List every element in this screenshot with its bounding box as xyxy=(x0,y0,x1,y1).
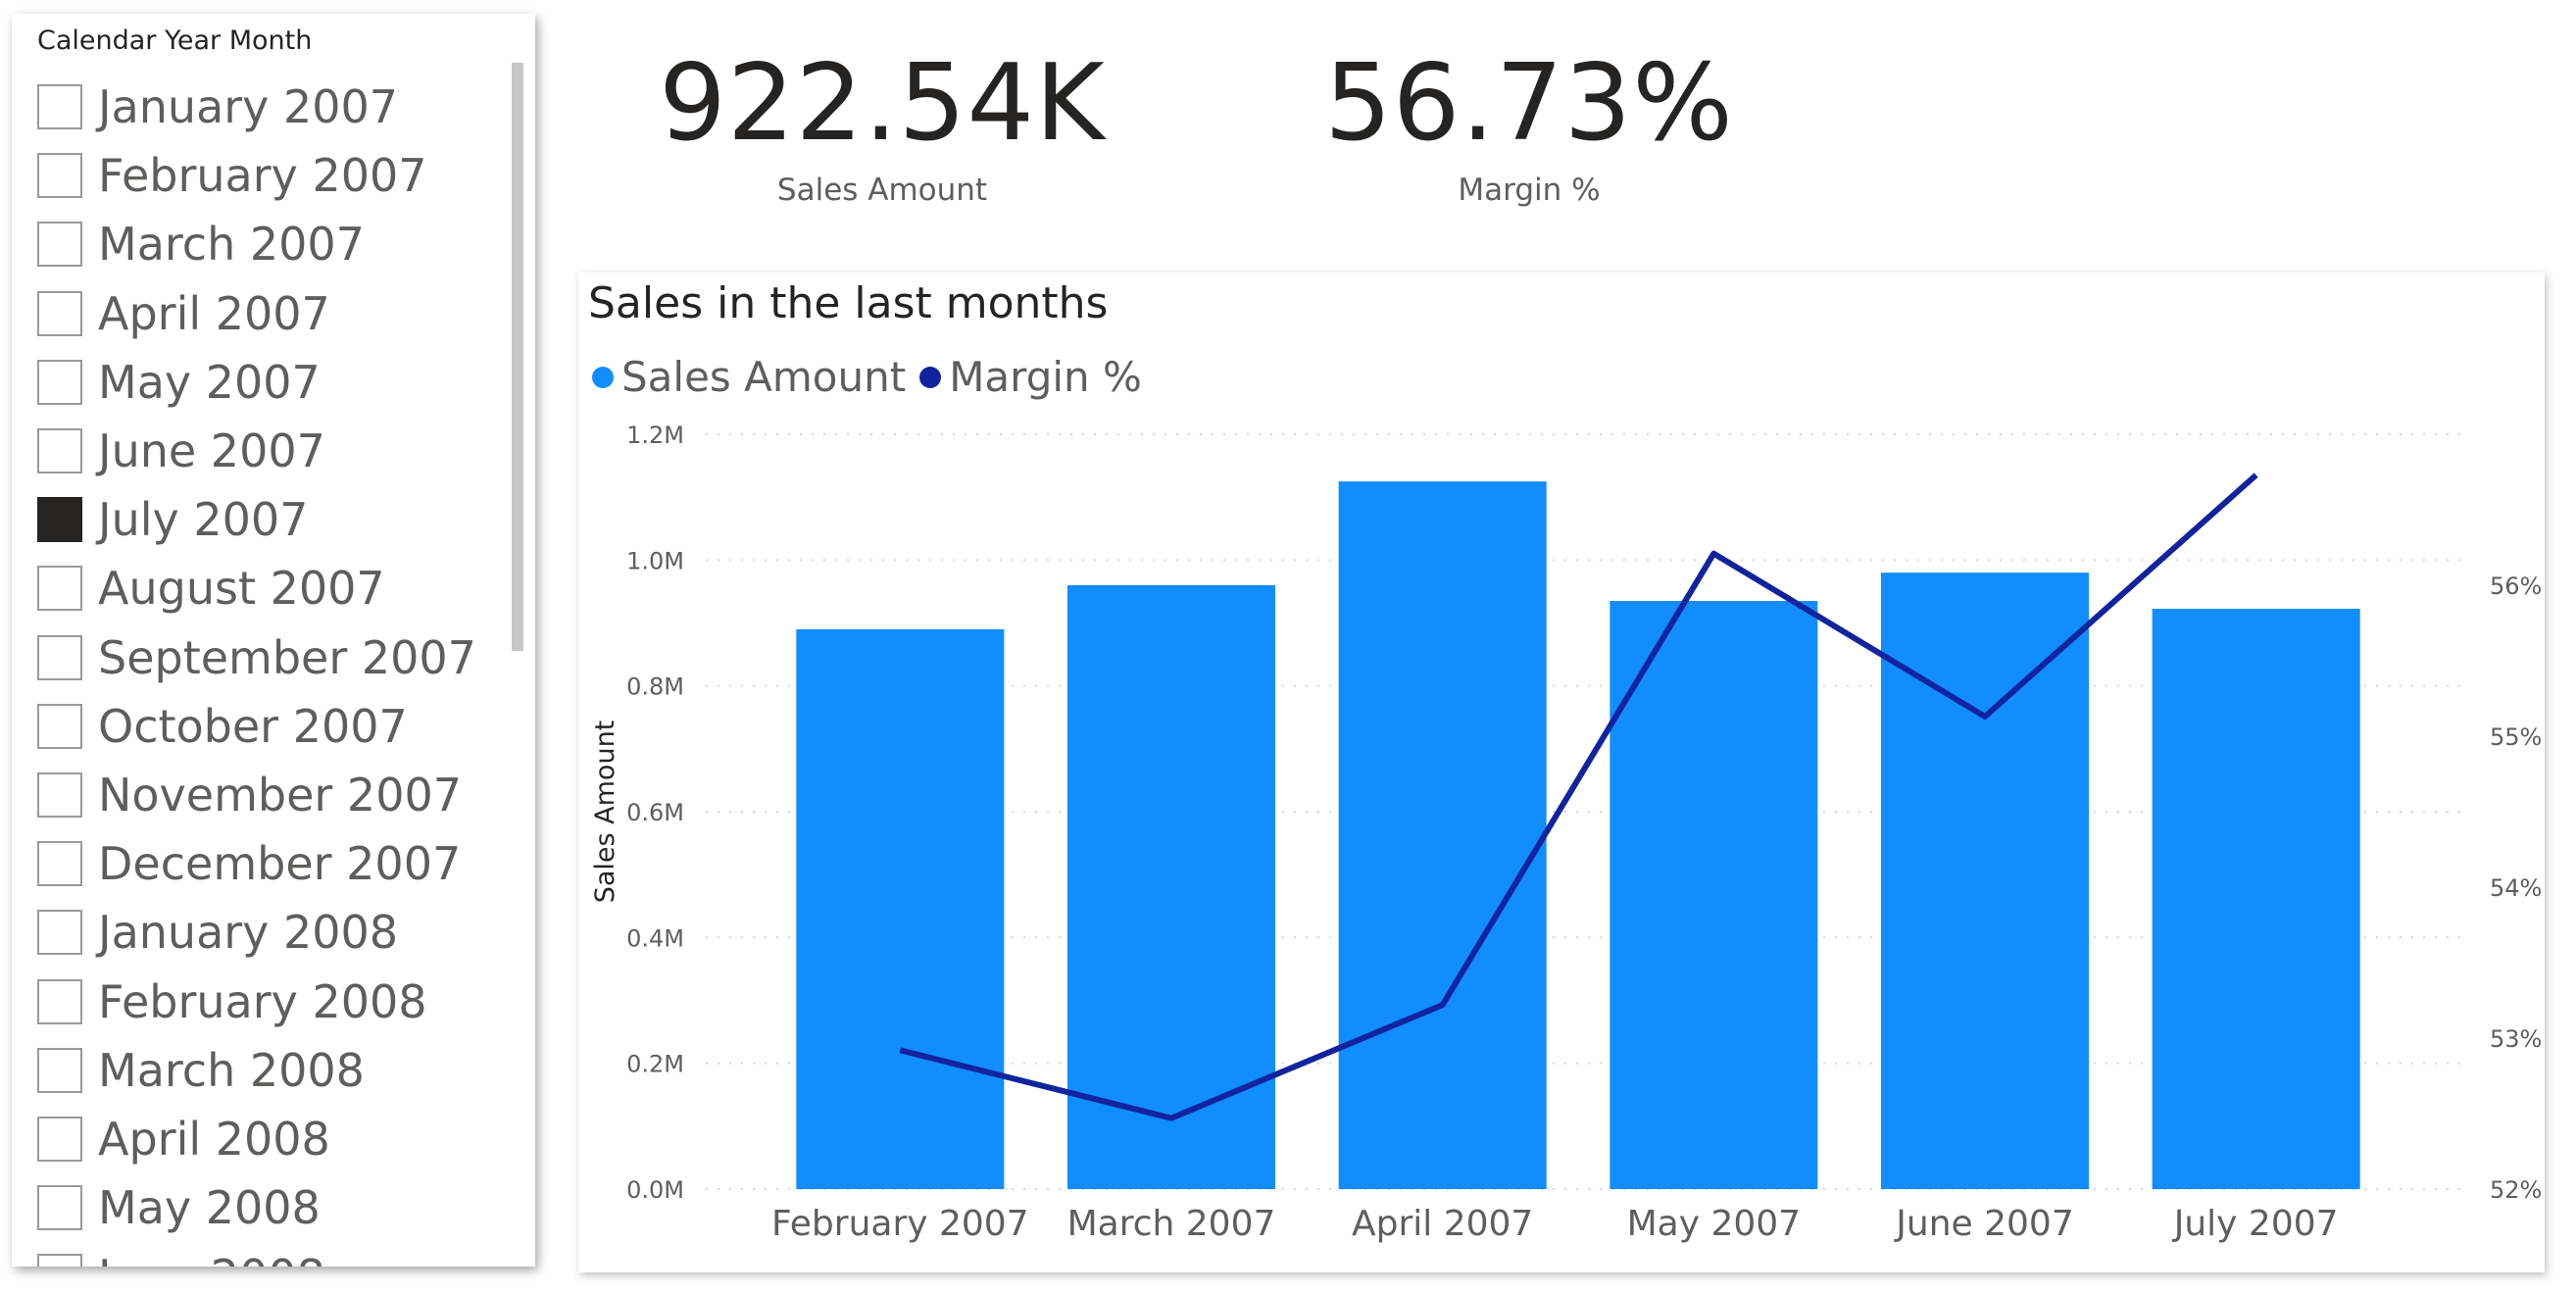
slicer-item[interactable]: May 2007 xyxy=(37,348,508,417)
y-tick-label: 0.4M xyxy=(626,924,684,952)
slicer-checkbox[interactable] xyxy=(37,1116,82,1162)
chart-canvas: 0.0M 0.2M 0.4M 0.6M 0.8M 1.0M 1.2M 52% 53% 54% 55%… xyxy=(590,422,2542,1244)
slicer-item[interactable]: April 2007 xyxy=(37,279,508,348)
y-tick-label: 0.2M xyxy=(626,1051,684,1078)
slicer-item-label: May 2007 xyxy=(98,355,321,409)
slicer-item-label: February 2007 xyxy=(98,149,427,203)
slicer-checkbox[interactable] xyxy=(37,359,82,405)
bar-sales-amount xyxy=(1338,481,1547,1189)
slicer-scrollbar[interactable] xyxy=(512,63,523,651)
slicer-checkbox[interactable] xyxy=(37,153,82,199)
slicer-item-label: October 2007 xyxy=(98,699,408,753)
slicer-item-label: March 2008 xyxy=(98,1043,365,1097)
legend-item-sales[interactable]: Sales Amount xyxy=(592,353,906,401)
slicer-item-label: May 2008 xyxy=(98,1181,321,1235)
y-tick-label: 1.0M xyxy=(626,547,684,574)
sales-amount-label: Sales Amount xyxy=(776,173,988,208)
sales-chart: 0.0M 0.2M 0.4M 0.6M 0.8M 1.0M 1.2M 52% 53% 54% 55%… xyxy=(578,273,2545,1272)
sales-amount-value: 922.54K xyxy=(659,42,1106,165)
x-tick-label: June 2007 xyxy=(1894,1204,2073,1244)
slicer-item-label: January 2007 xyxy=(98,80,399,134)
slicer-checkbox[interactable] xyxy=(37,290,82,336)
month-slicer: Calendar Year Month January 2007 February… xyxy=(12,14,535,1267)
slicer-checkbox[interactable] xyxy=(37,1047,82,1093)
chart-title: Sales in the last months xyxy=(588,278,1109,328)
slicer-item-label: December 2007 xyxy=(98,837,462,891)
margin-card: 56.73% Margin % xyxy=(1284,42,1774,209)
slicer-item[interactable]: September 2007 xyxy=(37,623,508,692)
bar-sales-amount xyxy=(1610,601,1818,1189)
slicer-item-label: July 2007 xyxy=(98,493,309,547)
slicer-item[interactable]: June 2007 xyxy=(37,417,508,485)
y-tick-label: 0.8M xyxy=(626,673,684,701)
legend-sales-dot xyxy=(592,366,614,388)
slicer-item-label: September 2007 xyxy=(98,630,476,684)
legend-sales-label: Sales Amount xyxy=(621,353,907,401)
slicer-item[interactable]: June 2008 xyxy=(37,1242,508,1267)
slicer-item[interactable]: January 2008 xyxy=(37,898,508,967)
slicer-checkbox[interactable] xyxy=(37,497,82,543)
slicer-item[interactable]: July 2007 xyxy=(37,485,508,554)
slicer-checkbox[interactable] xyxy=(37,84,82,130)
slicer-item[interactable]: March 2007 xyxy=(37,210,508,278)
slicer-checkbox[interactable] xyxy=(37,566,82,612)
slicer-item-label: April 2008 xyxy=(98,1112,330,1166)
bar-sales-amount xyxy=(2152,609,2360,1189)
legend-margin-label: Margin % xyxy=(949,353,1142,401)
slicer-title: Calendar Year Month xyxy=(37,25,313,56)
y-axis-label: Sales Amount xyxy=(590,721,620,904)
legend-item-margin[interactable]: Margin % xyxy=(919,353,1142,401)
slicer-item-label: February 2008 xyxy=(98,974,427,1028)
slicer-list: January 2007 February 2007 March 2007 April… xyxy=(37,73,508,1267)
slicer-checkbox[interactable] xyxy=(37,841,82,887)
slicer-checkbox[interactable] xyxy=(37,1185,82,1231)
bar-sales-amount xyxy=(796,628,1005,1189)
margin-label: Margin % xyxy=(1458,173,1601,208)
slicer-item[interactable]: April 2008 xyxy=(37,1105,508,1173)
y-tick-label: 0.0M xyxy=(626,1176,684,1204)
slicer-item[interactable]: October 2007 xyxy=(37,692,508,761)
slicer-checkbox[interactable] xyxy=(37,1254,82,1267)
x-tick-label: July 2007 xyxy=(2172,1204,2339,1244)
x-tick-label: February 2007 xyxy=(771,1204,1029,1244)
y2-tick-label: 53% xyxy=(2490,1025,2542,1053)
slicer-checkbox[interactable] xyxy=(37,222,82,268)
slicer-item-label: April 2007 xyxy=(98,286,330,340)
slicer-checkbox[interactable] xyxy=(37,703,82,749)
slicer-checkbox[interactable] xyxy=(37,428,82,474)
chart-legend: Sales Amount Margin % xyxy=(592,353,1156,401)
slicer-checkbox[interactable] xyxy=(37,771,82,818)
y-tick-label: 0.6M xyxy=(626,799,684,826)
legend-margin-dot xyxy=(919,366,942,388)
slicer-item-label: March 2007 xyxy=(98,218,365,272)
slicer-item[interactable]: February 2007 xyxy=(37,141,508,210)
slicer-item-label: June 2008 xyxy=(98,1250,325,1267)
bar-sales-amount xyxy=(1881,572,2089,1189)
x-tick-label: March 2007 xyxy=(1067,1204,1276,1244)
y2-tick-label: 56% xyxy=(2490,572,2542,600)
slicer-checkbox[interactable] xyxy=(37,910,82,956)
slicer-checkbox[interactable] xyxy=(37,634,82,680)
slicer-item-label: November 2007 xyxy=(98,768,462,821)
margin-value: 56.73% xyxy=(1324,42,1734,165)
slicer-checkbox[interactable] xyxy=(37,978,82,1024)
y2-tick-label: 54% xyxy=(2490,874,2542,902)
sales-amount-card: 922.54K Sales Amount xyxy=(637,42,1127,209)
x-tick-label: April 2007 xyxy=(1352,1204,1533,1244)
slicer-item[interactable]: February 2008 xyxy=(37,967,508,1035)
y-tick-label: 1.2M xyxy=(626,422,684,449)
y2-tick-label: 52% xyxy=(2490,1176,2542,1204)
slicer-item[interactable]: December 2007 xyxy=(37,829,508,898)
slicer-item-label: August 2007 xyxy=(98,562,385,616)
slicer-item[interactable]: May 2008 xyxy=(37,1173,508,1242)
slicer-item-label: January 2008 xyxy=(98,906,399,960)
y2-tick-label: 55% xyxy=(2490,723,2542,751)
slicer-item[interactable]: November 2007 xyxy=(37,761,508,829)
slicer-item[interactable]: August 2007 xyxy=(37,554,508,622)
slicer-item-label: June 2007 xyxy=(98,424,325,478)
x-tick-label: May 2007 xyxy=(1627,1204,1802,1244)
line-margin-pct xyxy=(899,472,2258,1121)
slicer-item[interactable]: March 2008 xyxy=(37,1036,508,1105)
slicer-item[interactable]: January 2007 xyxy=(37,73,508,141)
